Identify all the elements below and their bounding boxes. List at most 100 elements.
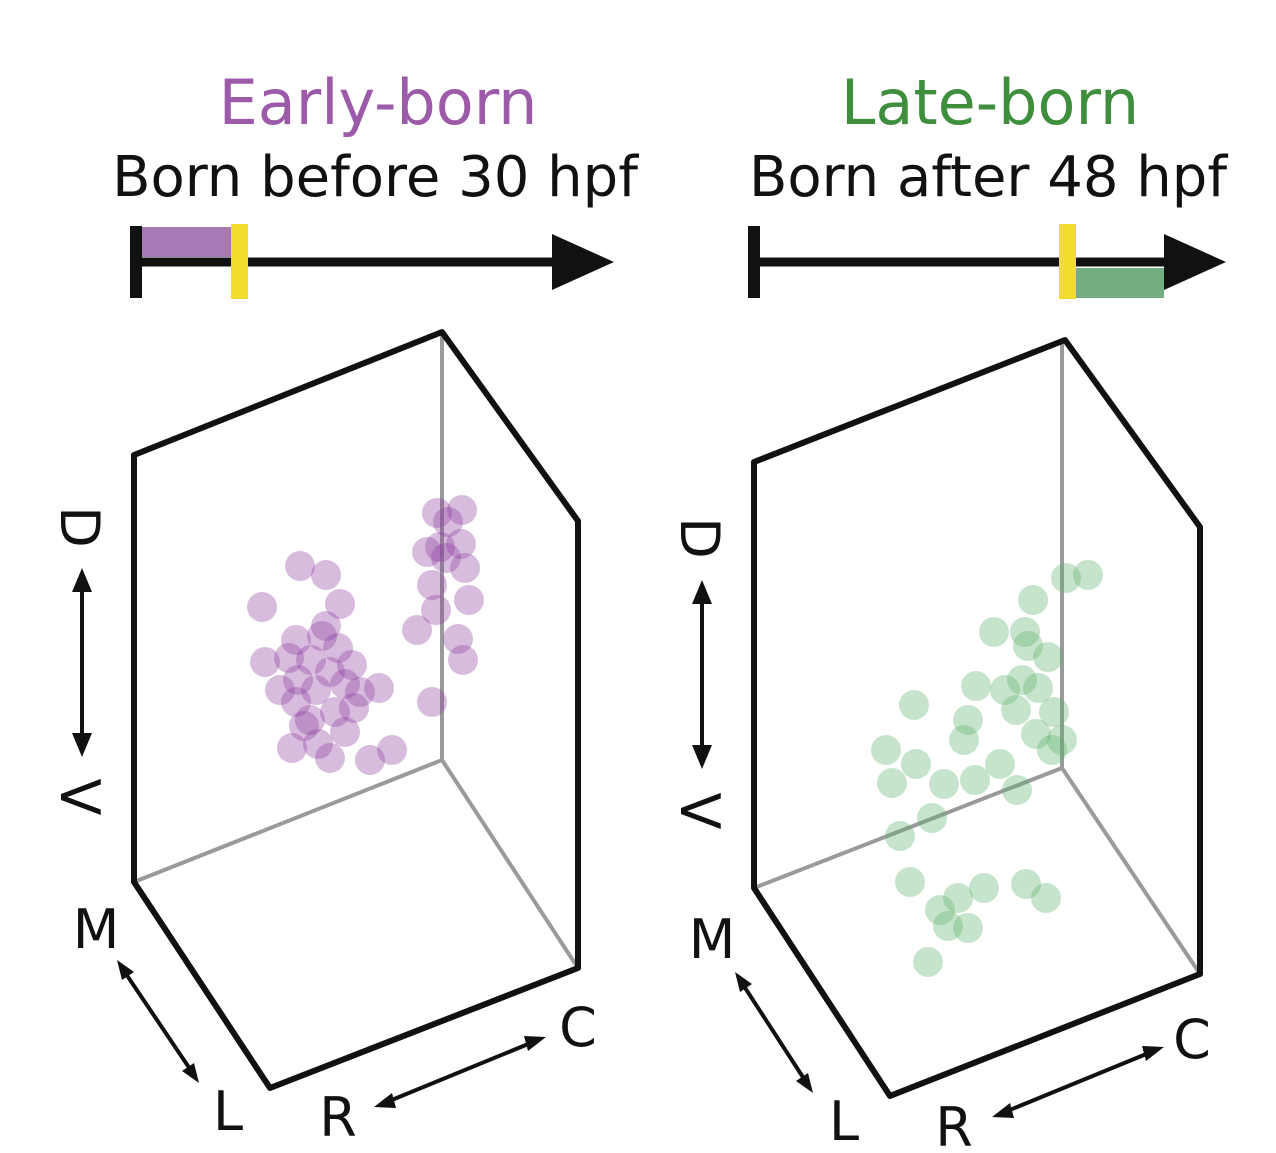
neuron-dot — [417, 687, 447, 717]
neuron-dot — [901, 749, 931, 779]
neuron-dot — [307, 621, 337, 651]
neuron-dot — [330, 717, 360, 747]
timeline-start-tick — [748, 226, 760, 298]
arrowhead-icon — [117, 960, 134, 980]
neuron-dot — [295, 705, 325, 735]
neuron-dot — [323, 633, 353, 663]
axis-label-rostral: R — [935, 1096, 973, 1153]
timepoint-marker — [231, 224, 248, 299]
neuron-dot — [969, 873, 999, 903]
neuron-dot — [277, 733, 307, 763]
neuron-dot — [433, 507, 463, 537]
axis-label-lateral: L — [213, 1080, 243, 1143]
axis-label-medial: M — [689, 908, 736, 971]
neuron-dot — [943, 883, 973, 913]
neuron-dot — [1001, 695, 1031, 725]
arrowhead-icon — [692, 580, 712, 604]
neuron-dot — [325, 589, 355, 619]
axis-label-rostral: R — [319, 1086, 357, 1149]
neuron-dot — [412, 537, 442, 567]
box-hidden-edge — [1060, 766, 1202, 976]
neuron-dot — [885, 821, 915, 851]
mediolateral-arrow — [738, 978, 810, 1087]
arrowhead-icon — [72, 568, 92, 592]
neuron-dot — [425, 532, 455, 562]
axis-label-dorsal: D — [668, 517, 731, 559]
neuron-dot — [265, 675, 295, 705]
neuron-dot — [274, 643, 304, 673]
neuron-positions — [871, 560, 1103, 977]
neuron-dot — [1002, 775, 1032, 805]
rostrocaudal-arrow — [381, 1038, 539, 1106]
axis-label-lateral: L — [829, 1090, 859, 1153]
neuron-dot — [450, 553, 480, 583]
panel-title: Late-born — [841, 66, 1139, 139]
timeline — [748, 224, 1226, 299]
neuron-dot — [281, 625, 311, 655]
box-outline — [751, 337, 1203, 1099]
rostrocaudal-arrow — [999, 1048, 1157, 1116]
neuron-dot — [895, 867, 925, 897]
mediolateral-arrow — [120, 966, 196, 1077]
neuron-dot — [289, 711, 319, 741]
neuron-dot — [990, 675, 1020, 705]
neuron-dot — [953, 913, 983, 943]
neuron-dot — [448, 645, 478, 675]
panel-subtitle: Born after 48 hpf — [749, 145, 1228, 210]
arrowhead-icon — [72, 733, 92, 757]
neuron-dot — [1007, 665, 1037, 695]
brain-box — [131, 329, 581, 1091]
neuron-dot — [1039, 697, 1069, 727]
neuron-dot — [1031, 883, 1061, 913]
neuron-dot — [311, 611, 341, 641]
axis-label-ventral: V — [48, 779, 111, 816]
neuron-dot — [1023, 673, 1053, 703]
neuron-dot — [296, 645, 326, 675]
neuron-dot — [364, 673, 394, 703]
neuron-dot — [443, 624, 473, 654]
neuron-dot — [1073, 560, 1103, 590]
neuron-dot — [1018, 585, 1048, 615]
box-outline — [131, 329, 581, 1091]
neuron-dot — [899, 690, 929, 720]
panel-early-born: Early-born Born before 30 hpf — [48, 66, 639, 1149]
birth-window — [140, 227, 235, 257]
box-hidden-edge — [753, 766, 1063, 890]
neuron-dot — [250, 647, 280, 677]
neuron-dot — [917, 803, 947, 833]
box-hidden-edge — [133, 758, 443, 884]
box-hidden-edge — [440, 758, 580, 970]
neuron-dot — [454, 585, 484, 615]
axis-label-medial: M — [73, 898, 120, 961]
arrowhead-icon — [735, 972, 752, 992]
panel-title: Early-born — [219, 66, 538, 139]
neuron-dot — [961, 671, 991, 701]
neuron-dot — [1037, 735, 1067, 765]
neuron-dot — [422, 498, 452, 528]
neuron-dot — [953, 705, 983, 735]
neuron-dot — [315, 657, 345, 687]
neuron-dot — [402, 615, 432, 645]
arrowhead-icon — [1142, 1046, 1164, 1061]
neuron-dot — [1010, 617, 1040, 647]
arrowhead-icon — [796, 1073, 813, 1093]
birth-window — [1076, 268, 1164, 298]
arrowhead-icon — [992, 1103, 1014, 1118]
neuron-dot — [913, 947, 943, 977]
neuron-dot — [979, 617, 1009, 647]
neuron-dot — [925, 895, 955, 925]
arrowhead-icon — [524, 1036, 546, 1051]
neuron-dot — [320, 697, 350, 727]
brain-box — [751, 337, 1203, 1099]
panel-subtitle: Born before 30 hpf — [112, 145, 639, 210]
neuron-dot — [303, 729, 333, 759]
arrowhead-icon — [182, 1063, 199, 1083]
neuron-dot — [1021, 719, 1051, 749]
neuron-dot — [285, 551, 315, 581]
timepoint-marker — [1059, 224, 1076, 299]
neuron-dot — [1013, 631, 1043, 661]
neuron-dot — [301, 675, 331, 705]
timeline — [130, 224, 614, 299]
neuron-dot — [985, 749, 1015, 779]
